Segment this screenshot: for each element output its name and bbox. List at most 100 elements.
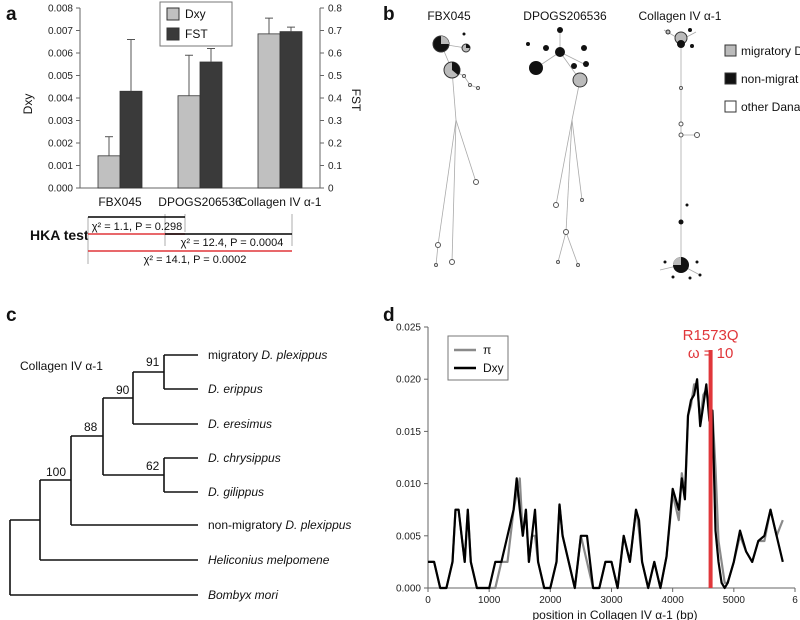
legend-label-migratory: migratory D bbox=[741, 44, 800, 58]
panel-d-x-ticks: 0 1000 2000 3000 4000 5000 6 bbox=[425, 588, 798, 606]
network-collagen bbox=[659, 29, 701, 276]
y-tick-label: 0.000 bbox=[48, 184, 73, 195]
bar-fst-1 bbox=[199, 61, 223, 189]
category-label: Collagen IV α-1 bbox=[239, 195, 322, 209]
taxon-label: D. erippus bbox=[208, 382, 263, 396]
haplotype-node bbox=[576, 263, 580, 267]
haplotype-node bbox=[529, 61, 543, 75]
bar-fst-0 bbox=[119, 90, 143, 189]
panel-d-y-ticks: 0.000 0.005 0.010 0.015 0.020 0.025 bbox=[396, 323, 428, 595]
taxon-label: D. gilippus bbox=[208, 485, 264, 499]
legend-swatch-fst bbox=[166, 27, 180, 41]
haplotype-node bbox=[526, 42, 530, 46]
hka-title: HKA test bbox=[30, 227, 89, 243]
y-tick-label: 0.004 bbox=[48, 94, 73, 105]
haplotype-node bbox=[468, 83, 472, 87]
x-tick-label: 3000 bbox=[600, 595, 623, 606]
legend-label-dxy: Dxy bbox=[185, 7, 206, 21]
network-title-dpogs: DPOGS206536 bbox=[523, 9, 607, 23]
legend-swatch-other bbox=[724, 100, 737, 113]
haplotype-node bbox=[695, 260, 699, 264]
series-line-dxy bbox=[428, 378, 784, 590]
legend-label-pi: π bbox=[483, 343, 491, 357]
panel-a-bars bbox=[97, 17, 303, 189]
y2-tick-label: 0.8 bbox=[328, 4, 342, 15]
legend-swatch-nonmigratory bbox=[724, 72, 737, 85]
haplotype-node bbox=[671, 275, 675, 279]
haplotype-node bbox=[462, 32, 466, 36]
hka-test: HKA test χ² = 1.1, P = 0.298 χ² = 12.4, … bbox=[30, 214, 293, 266]
panel-c-phylogeny: Collagen IV α-1 91 90 88 bbox=[9, 348, 351, 602]
taxon-label: D. eresimus bbox=[208, 417, 272, 431]
haplotype-node bbox=[677, 40, 685, 48]
haplotype-node bbox=[441, 36, 449, 44]
x-tick-label: 2000 bbox=[539, 595, 562, 606]
haplotype-node bbox=[688, 276, 692, 280]
annotation-omega: ω = 10 bbox=[688, 345, 734, 362]
y-tick-label: 0.003 bbox=[48, 116, 73, 127]
haplotype-node bbox=[476, 86, 480, 90]
y-tick-label: 0.005 bbox=[48, 71, 73, 82]
legend-swatch-migratory bbox=[724, 44, 737, 57]
category-label: DPOGS206536 bbox=[158, 195, 242, 209]
bar-dxy-0 bbox=[97, 155, 121, 189]
haplotype-node bbox=[663, 260, 667, 264]
bootstrap-91: 91 bbox=[146, 355, 160, 369]
y-tick-label: 0.020 bbox=[396, 375, 421, 386]
network-fbx045 bbox=[435, 43, 479, 266]
legend-label-nonmigratory: non-migrat bbox=[741, 72, 799, 86]
y2-tick-label: 0.1 bbox=[328, 161, 342, 172]
hka-test-2: χ² = 12.4, P = 0.0004 bbox=[181, 237, 284, 249]
panel-letter-b: b bbox=[383, 4, 395, 25]
haplotype-node bbox=[555, 47, 565, 57]
panel-d-series bbox=[428, 378, 784, 590]
tree-branches bbox=[9, 354, 198, 596]
y-tick-label: 0.006 bbox=[48, 49, 73, 60]
taxon-label: Heliconius melpomene bbox=[208, 553, 330, 567]
y-tick-label: 0.015 bbox=[396, 427, 421, 438]
y2-tick-label: 0 bbox=[328, 184, 334, 195]
haplotype-node bbox=[583, 61, 589, 67]
haplotype-node bbox=[581, 45, 587, 51]
haplotype-node bbox=[694, 132, 700, 138]
haplotype-node bbox=[435, 242, 441, 248]
haplotype-node bbox=[679, 86, 683, 90]
y-tick-label: 0.002 bbox=[48, 139, 73, 150]
haplotype-node bbox=[473, 179, 479, 185]
x-tick-label: 1000 bbox=[478, 595, 501, 606]
y-tick-label: 0.025 bbox=[396, 323, 421, 334]
tree-tip-labels: migratory D. plexippus D. erippus D. ere… bbox=[208, 348, 351, 602]
x-tick-label: 0 bbox=[425, 595, 431, 606]
network-dpogs-nodes bbox=[526, 27, 589, 267]
haplotype-node bbox=[553, 202, 559, 208]
panel-letter-d: d bbox=[383, 305, 395, 326]
panel-a-ylabel2: FST bbox=[349, 89, 363, 112]
panel-d-annotation: R1573Q ω = 10 bbox=[683, 327, 739, 588]
haplotype-node bbox=[685, 203, 689, 207]
haplotype-node bbox=[690, 44, 694, 48]
haplotype-node bbox=[466, 44, 470, 48]
y2-tick-label: 0.5 bbox=[328, 71, 342, 82]
category-label: FBX045 bbox=[98, 195, 142, 209]
panel-b-haplotype-networks: FBX045 DPOGS206536 Collagen IV α-1 bbox=[427, 9, 800, 280]
panel-a-bar-chart: 0.000 0.001 0.002 0.003 0.004 0.005 0.006 0.007… bbox=[21, 1, 363, 266]
network-collagen-nodes bbox=[663, 28, 702, 280]
haplotype-node bbox=[678, 121, 684, 127]
bootstrap-62: 62 bbox=[146, 459, 160, 473]
haplotype-node bbox=[698, 273, 702, 277]
x-tick-label: 4000 bbox=[662, 595, 685, 606]
y2-tick-label: 0.7 bbox=[328, 26, 342, 37]
bootstrap-90: 90 bbox=[116, 383, 130, 397]
legend-swatch-dxy bbox=[166, 7, 180, 21]
haplotype-node bbox=[449, 259, 455, 265]
panel-d-line-chart: 0.000 0.005 0.010 0.015 0.020 0.025 0 1000 2000… bbox=[396, 323, 798, 620]
hka-test-3: χ² = 14.1, P = 0.0002 bbox=[144, 254, 247, 266]
y-tick-label: 0.010 bbox=[396, 479, 421, 490]
haplotype-node bbox=[543, 45, 549, 51]
y-tick-label: 0.001 bbox=[48, 161, 73, 172]
taxon-label: migratory D. plexippus bbox=[208, 348, 327, 362]
tree-title: Collagen IV α-1 bbox=[20, 359, 103, 373]
legend-label-dxy-d: Dxy bbox=[483, 361, 504, 375]
